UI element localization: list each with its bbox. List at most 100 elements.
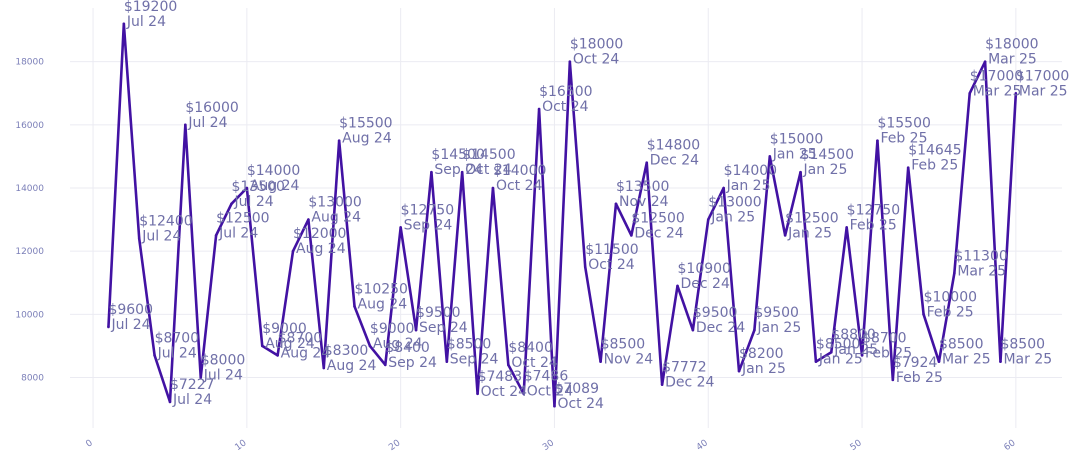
y-tick-label: 18000 bbox=[15, 58, 44, 68]
data-point bbox=[568, 60, 572, 63]
data-label-price: $9600 bbox=[108, 302, 153, 318]
data-label-month: Sep 24 bbox=[404, 217, 453, 233]
data-point bbox=[830, 350, 833, 354]
data-label-price: $12500 bbox=[785, 210, 838, 226]
data-label-price: $16000 bbox=[185, 100, 238, 116]
data-label-price: $7089 bbox=[554, 381, 599, 397]
data-label-price: $13000 bbox=[708, 195, 761, 211]
y-tick-label: 16000 bbox=[15, 121, 44, 131]
data-point bbox=[599, 360, 602, 363]
data-label-month: Aug 24 bbox=[373, 336, 423, 352]
data-label-month: Mar 25 bbox=[973, 83, 1022, 99]
data-point bbox=[706, 218, 710, 221]
data-label-month: Jan 25 bbox=[710, 210, 755, 226]
data-point bbox=[660, 383, 664, 386]
data-label-price: $14000 bbox=[724, 163, 777, 179]
data-point bbox=[199, 376, 203, 379]
data-label-month: Jul 24 bbox=[110, 317, 150, 333]
data-label-price: $8400 bbox=[385, 340, 430, 356]
data-label-month: Feb 25 bbox=[911, 158, 958, 174]
data-label-month: Dec 24 bbox=[665, 375, 714, 391]
data-label-month: Jul 24 bbox=[233, 194, 273, 210]
data-point bbox=[922, 313, 925, 316]
data-label-month: Sep 24 bbox=[419, 320, 468, 336]
data-point bbox=[153, 354, 156, 357]
data-label-price: $12000 bbox=[293, 226, 346, 242]
data-label-month: Feb 25 bbox=[927, 304, 974, 320]
data-label-month: Aug 24 bbox=[311, 210, 361, 226]
x-axis-ticks: 0 10 20 30 40 50 60 bbox=[84, 438, 1017, 453]
data-label-price: $14800 bbox=[647, 138, 700, 154]
data-label-month: Oct 24 bbox=[496, 178, 543, 194]
data-label-month: Mar 25 bbox=[988, 52, 1037, 68]
data-label-month: Oct 24 bbox=[511, 355, 558, 371]
data-label-month: Oct 24 bbox=[557, 396, 604, 412]
data-label-month: Feb 25 bbox=[850, 217, 897, 233]
data-point bbox=[260, 344, 264, 348]
data-label-month: Jan 25 bbox=[756, 320, 801, 336]
data-label-month: Jan 25 bbox=[726, 178, 771, 194]
data-label-price: $13500 bbox=[231, 179, 284, 195]
data-label-month: Jul 24 bbox=[203, 367, 243, 383]
data-label-price: $8300 bbox=[324, 343, 369, 359]
data-label-price: $8500 bbox=[1000, 337, 1045, 353]
data-label-month: Oct 24 bbox=[588, 257, 635, 273]
data-label-month: Oct 24 bbox=[481, 384, 528, 400]
data-point bbox=[814, 360, 818, 363]
data-point bbox=[891, 378, 895, 382]
data-label-month: Aug 24 bbox=[358, 296, 408, 312]
data-label-price: $13000 bbox=[308, 195, 361, 211]
data-label-price: $12400 bbox=[139, 214, 192, 230]
data-label-month: Mar 25 bbox=[942, 352, 991, 368]
data-point bbox=[614, 202, 618, 206]
data-label-month: Jul 24 bbox=[141, 229, 181, 245]
data-label-month: Feb 25 bbox=[880, 131, 927, 147]
data-label-month: Jan 25 bbox=[741, 361, 786, 377]
data-label-month: Jan 25 bbox=[833, 342, 878, 358]
y-axis-ticks: 8000 10000 12000 14000 16000 18000 bbox=[15, 58, 44, 384]
data-label-month: Jul 24 bbox=[126, 14, 166, 30]
data-label-price: $8700 bbox=[155, 330, 200, 346]
data-point bbox=[968, 91, 972, 95]
data-point bbox=[768, 155, 772, 158]
data-point bbox=[537, 107, 541, 111]
x-tick-label: 40 bbox=[695, 438, 710, 453]
data-label-price: $11300 bbox=[954, 248, 1007, 264]
data-label-month: Dec 24 bbox=[650, 153, 699, 169]
data-point bbox=[399, 226, 402, 229]
data-point bbox=[507, 363, 510, 367]
data-label-price: $14000 bbox=[247, 163, 300, 179]
data-label-price: $10250 bbox=[355, 281, 408, 297]
data-point bbox=[953, 271, 956, 275]
data-point bbox=[522, 392, 526, 396]
data-point bbox=[691, 328, 695, 332]
data-point bbox=[168, 400, 172, 404]
data-point bbox=[476, 392, 479, 396]
data-point bbox=[906, 166, 910, 169]
data-label-price: $12500 bbox=[631, 210, 684, 226]
data-label-price: $8000 bbox=[201, 352, 246, 368]
data-label-month: Jul 24 bbox=[218, 225, 258, 241]
data-label-month: Aug 24 bbox=[327, 358, 377, 374]
data-label-month: Nov 24 bbox=[604, 352, 654, 368]
data-point bbox=[307, 218, 310, 221]
data-point bbox=[845, 226, 848, 229]
data-label-price: $8800 bbox=[831, 327, 876, 343]
data-point bbox=[137, 237, 141, 240]
data-label-month: Feb 25 bbox=[896, 370, 943, 386]
data-point bbox=[107, 325, 110, 329]
data-point bbox=[445, 360, 449, 363]
data-label-month: Jan 25 bbox=[803, 162, 848, 178]
data-label-price: $17000 bbox=[1016, 68, 1069, 84]
x-tick-label: 10 bbox=[233, 438, 248, 453]
data-label-price: $7924 bbox=[893, 355, 938, 371]
data-label-price: $14000 bbox=[493, 163, 546, 179]
y-tick-label: 14000 bbox=[15, 184, 44, 194]
data-point bbox=[214, 234, 218, 237]
data-point bbox=[722, 186, 725, 190]
data-label-price: $15500 bbox=[877, 116, 930, 132]
data-point bbox=[799, 170, 802, 174]
data-point bbox=[337, 139, 341, 142]
series-layer bbox=[107, 22, 1018, 408]
data-label-month: Sep 24 bbox=[450, 352, 499, 368]
